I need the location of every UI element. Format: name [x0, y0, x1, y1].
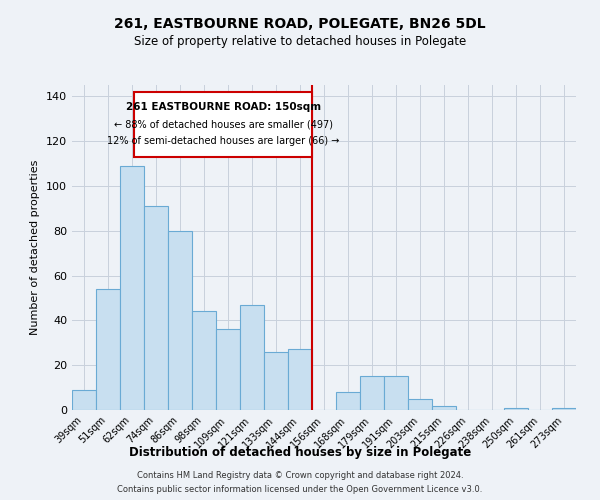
- Bar: [120, 166, 144, 410]
- Text: Distribution of detached houses by size in Polegate: Distribution of detached houses by size …: [129, 446, 471, 459]
- Text: ← 88% of detached houses are smaller (497): ← 88% of detached houses are smaller (49…: [114, 119, 332, 129]
- FancyBboxPatch shape: [134, 92, 312, 156]
- Text: Contains public sector information licensed under the Open Government Licence v3: Contains public sector information licen…: [118, 484, 482, 494]
- Y-axis label: Number of detached properties: Number of detached properties: [31, 160, 40, 335]
- Bar: [216, 330, 240, 410]
- Text: 12% of semi-detached houses are larger (66) →: 12% of semi-detached houses are larger (…: [107, 136, 340, 146]
- Bar: [192, 312, 216, 410]
- Bar: [384, 376, 408, 410]
- Bar: [72, 390, 96, 410]
- Bar: [552, 408, 576, 410]
- Text: Contains HM Land Registry data © Crown copyright and database right 2024.: Contains HM Land Registry data © Crown c…: [137, 472, 463, 480]
- Bar: [144, 206, 168, 410]
- Bar: [504, 408, 528, 410]
- Bar: [408, 399, 432, 410]
- Bar: [360, 376, 384, 410]
- Text: Size of property relative to detached houses in Polegate: Size of property relative to detached ho…: [134, 35, 466, 48]
- Bar: [336, 392, 360, 410]
- Bar: [432, 406, 456, 410]
- Bar: [288, 350, 312, 410]
- Bar: [264, 352, 288, 410]
- Bar: [168, 230, 192, 410]
- Text: 261 EASTBOURNE ROAD: 150sqm: 261 EASTBOURNE ROAD: 150sqm: [125, 102, 321, 113]
- Bar: [96, 289, 120, 410]
- Bar: [240, 304, 264, 410]
- Text: 261, EASTBOURNE ROAD, POLEGATE, BN26 5DL: 261, EASTBOURNE ROAD, POLEGATE, BN26 5DL: [114, 18, 486, 32]
